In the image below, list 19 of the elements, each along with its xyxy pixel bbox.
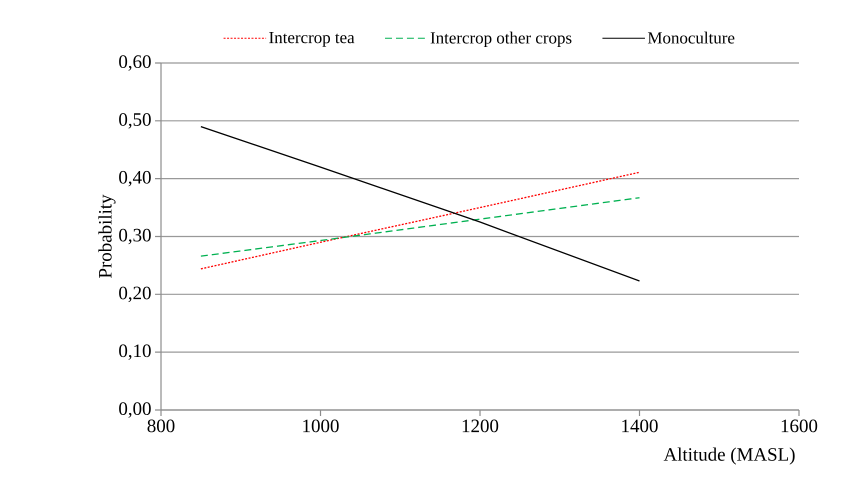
y-tick-label: 0,40 bbox=[119, 170, 151, 186]
legend-label: Monoculture bbox=[648, 32, 734, 44]
x-axis-title: Altitude (MASL) bbox=[664, 448, 795, 465]
y-tick-label: 0,50 bbox=[119, 113, 151, 129]
legend-label: Intercrop tea bbox=[269, 32, 354, 47]
x-tick-label: 800 bbox=[148, 419, 174, 432]
y-tick-label: 0,00 bbox=[119, 402, 151, 418]
y-tick-label: 0,30 bbox=[119, 228, 151, 244]
y-tick-label: 0,20 bbox=[119, 286, 151, 302]
line-series bbox=[200, 126, 640, 282]
x-tick-label: 1200 bbox=[462, 419, 498, 432]
line-series bbox=[200, 172, 640, 270]
x-tick-label: 1600 bbox=[782, 419, 818, 432]
legend-label: Intercrop other crops bbox=[430, 32, 572, 48]
x-tick-label: 1000 bbox=[303, 419, 339, 432]
x-tick-label: 1400 bbox=[622, 419, 658, 432]
y-axis-title: Probability bbox=[98, 194, 116, 278]
y-tick-label: 0,10 bbox=[119, 344, 151, 360]
y-tick-label: 0,60 bbox=[119, 55, 151, 71]
